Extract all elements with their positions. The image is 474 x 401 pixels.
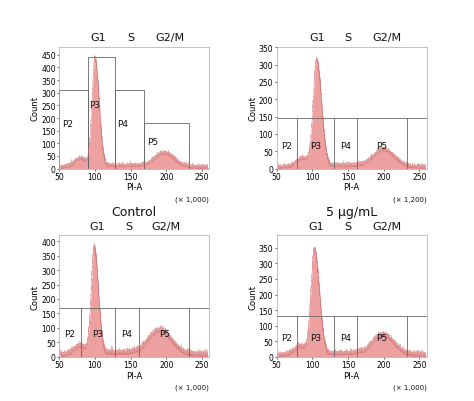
Bar: [144, 124, 189, 169]
X-axis label: PI-A: PI-A: [344, 183, 360, 192]
Text: S: S: [126, 221, 133, 231]
Text: P3: P3: [92, 329, 103, 338]
Text: S: S: [127, 33, 134, 43]
Text: S: S: [345, 33, 352, 43]
Text: P2: P2: [62, 119, 73, 128]
Text: P5: P5: [376, 141, 388, 150]
Text: S: S: [345, 221, 352, 231]
Text: P2: P2: [281, 141, 292, 150]
Text: G1: G1: [310, 33, 325, 43]
Text: G1: G1: [89, 221, 105, 231]
Y-axis label: Count: Count: [31, 284, 40, 309]
Text: P5: P5: [159, 329, 170, 338]
Text: G2/M: G2/M: [155, 33, 184, 43]
Text: (× 1,000): (× 1,000): [175, 196, 209, 203]
Text: P2: P2: [64, 329, 75, 338]
Y-axis label: Count: Count: [248, 96, 257, 121]
Text: 5 μg/mL: 5 μg/mL: [326, 206, 377, 219]
Text: P3: P3: [89, 101, 100, 110]
Text: P5: P5: [376, 333, 388, 342]
Text: P4: P4: [121, 329, 133, 338]
Text: P5: P5: [147, 137, 158, 146]
X-axis label: PI-A: PI-A: [344, 371, 360, 380]
Text: P4: P4: [117, 119, 128, 128]
Text: (× 1,200): (× 1,200): [393, 196, 427, 203]
Text: P3: P3: [310, 333, 321, 342]
Text: P4: P4: [340, 141, 351, 150]
Bar: [59, 91, 88, 169]
Text: G2/M: G2/M: [373, 33, 402, 43]
Bar: [115, 91, 144, 169]
Text: P2: P2: [281, 333, 292, 342]
Text: G2/M: G2/M: [152, 221, 181, 231]
Y-axis label: Count: Count: [31, 96, 40, 121]
Text: Control: Control: [112, 206, 157, 219]
Text: G1: G1: [308, 221, 324, 231]
Text: (× 1,000): (× 1,000): [175, 383, 209, 390]
Text: P3: P3: [310, 141, 321, 150]
Bar: [88, 58, 115, 169]
X-axis label: PI-A: PI-A: [126, 183, 142, 192]
Y-axis label: Count: Count: [248, 284, 257, 309]
Text: P4: P4: [340, 333, 351, 342]
Text: G1: G1: [91, 33, 106, 43]
X-axis label: PI-A: PI-A: [126, 371, 142, 380]
Text: (× 1,000): (× 1,000): [393, 383, 427, 390]
Text: G2/M: G2/M: [373, 221, 402, 231]
